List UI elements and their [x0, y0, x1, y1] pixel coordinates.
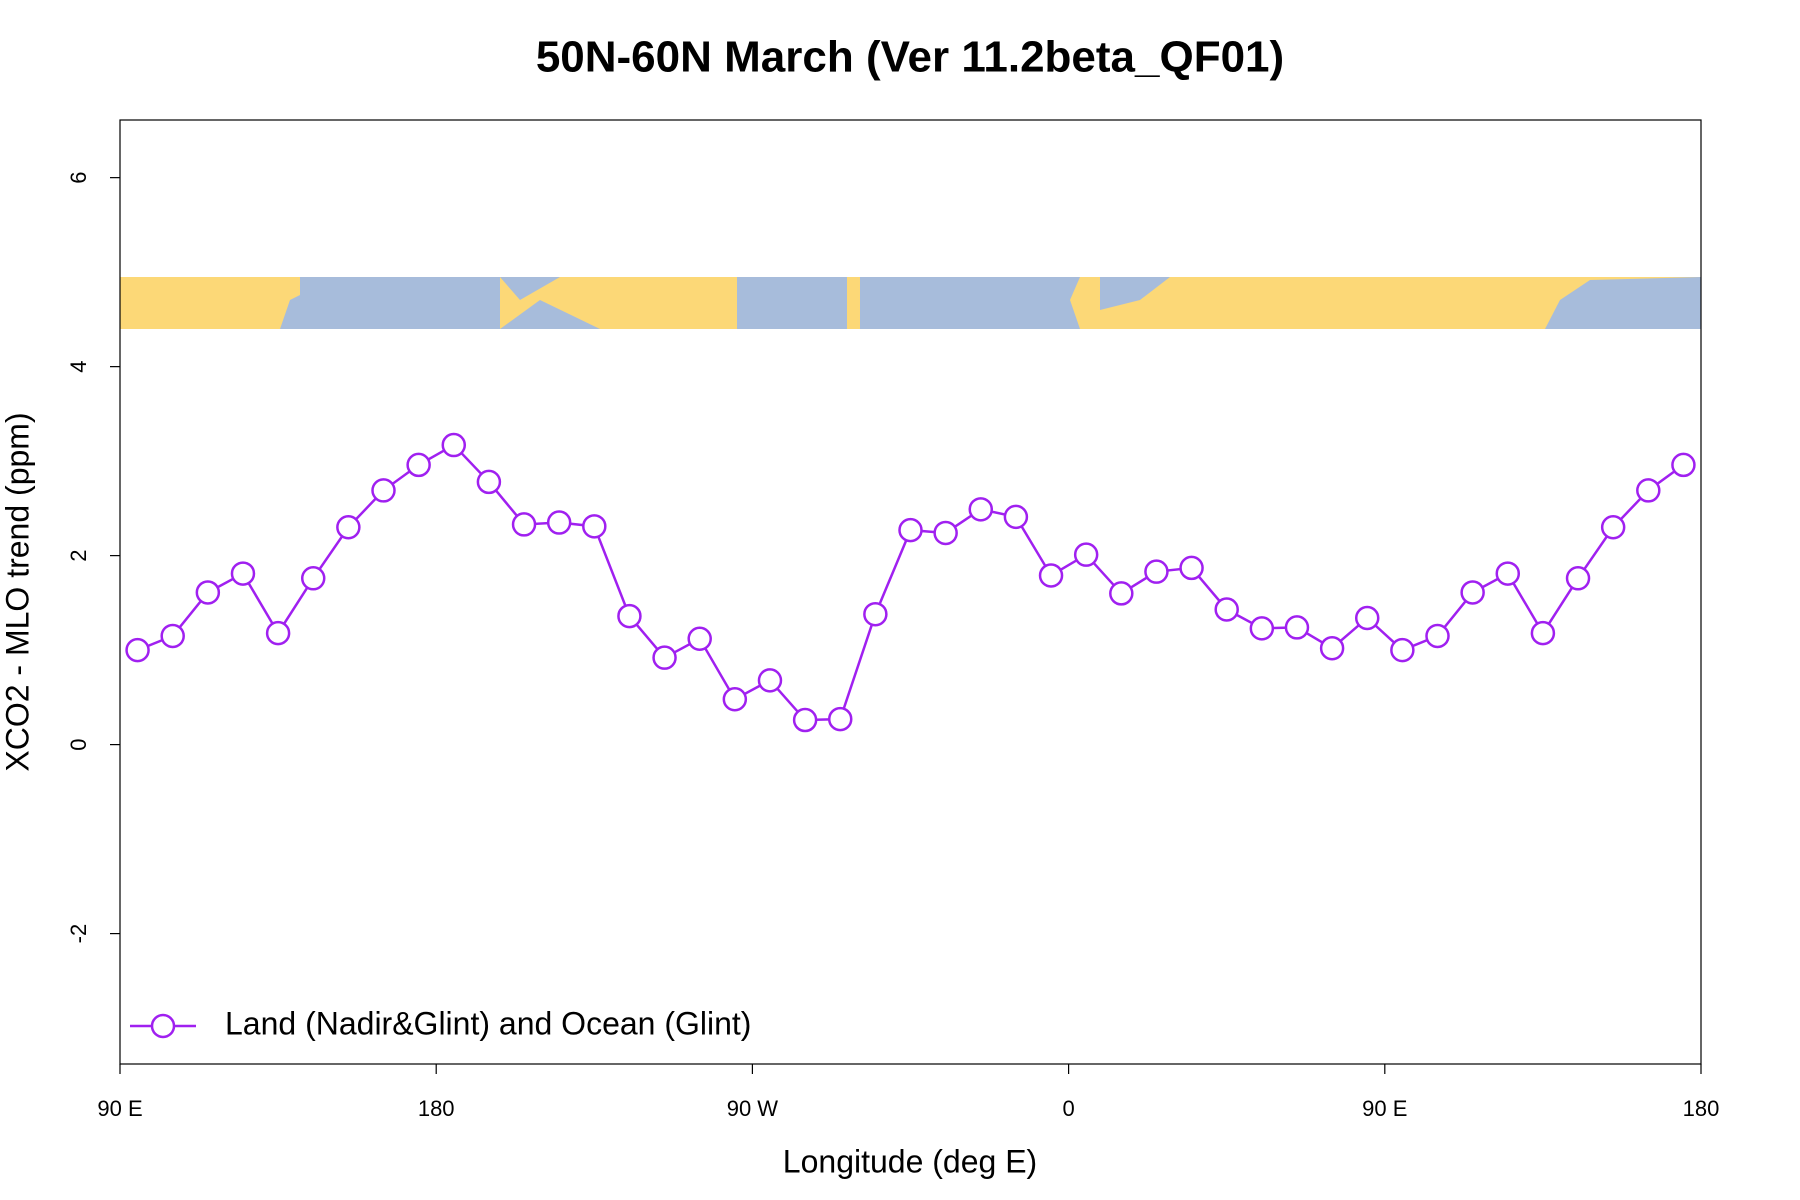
point — [1390, 637, 1415, 663]
point — [1179, 555, 1204, 581]
point — [1038, 563, 1064, 588]
point — [441, 432, 467, 458]
map-ocean — [737, 277, 847, 329]
point — [582, 514, 607, 539]
series-line — [137, 443, 1685, 722]
point — [546, 510, 572, 535]
point — [300, 566, 326, 591]
map-ocean — [1035, 277, 1080, 329]
y-tick-label: -2 — [66, 924, 91, 944]
point — [1530, 620, 1556, 646]
point — [792, 707, 818, 733]
legend-marker — [150, 1013, 176, 1039]
point — [265, 620, 291, 646]
point — [898, 517, 923, 543]
point — [968, 497, 994, 522]
point — [1144, 559, 1169, 584]
y-tick-label: 2 — [66, 549, 91, 561]
point — [371, 478, 396, 503]
point — [125, 637, 150, 663]
x-tick-label: 90 E — [1362, 1096, 1407, 1121]
point — [1109, 581, 1134, 606]
point — [863, 601, 888, 627]
x-tick-label: 90 W — [727, 1096, 779, 1121]
point — [652, 645, 677, 670]
x-tick-label: 180 — [418, 1096, 455, 1121]
point — [1003, 504, 1029, 530]
map-band — [120, 277, 1701, 329]
y-axis-label: XCO2 - MLO trend (ppm) — [0, 412, 35, 771]
x-axis-label: Longitude (deg E) — [783, 1143, 1037, 1179]
point — [687, 626, 712, 652]
legend-label: Land (Nadir&Glint) and Ocean (Glint) — [225, 1005, 751, 1041]
map-ocean — [1100, 277, 1170, 310]
y-tick-label: 4 — [66, 361, 91, 373]
point — [1565, 566, 1591, 591]
map-ocean — [280, 277, 365, 329]
x-tick-label: 180 — [1683, 1096, 1720, 1121]
map-ocean — [500, 277, 600, 329]
point — [195, 580, 221, 605]
x-tick-label: 90 E — [97, 1096, 142, 1121]
point — [933, 520, 958, 546]
map-ocean — [1545, 277, 1701, 329]
point — [1600, 515, 1626, 540]
y-tick-label: 6 — [66, 172, 91, 184]
point — [722, 687, 748, 712]
plot-frame — [119, 119, 1702, 1065]
point — [476, 469, 502, 495]
point — [1425, 623, 1450, 649]
y-tick-label: 0 — [66, 738, 91, 750]
point — [757, 668, 783, 693]
point — [1073, 542, 1099, 567]
point — [1249, 616, 1275, 641]
point — [1671, 452, 1696, 478]
point — [1636, 478, 1661, 503]
point — [1284, 615, 1310, 640]
point — [230, 561, 256, 586]
chart-title: 50N-60N March (Ver 11.2beta_QF01) — [536, 33, 1284, 82]
point — [827, 706, 853, 732]
map-ocean — [860, 277, 1035, 329]
point — [1354, 605, 1380, 631]
point — [160, 623, 185, 649]
point — [1214, 597, 1239, 622]
point — [511, 512, 537, 537]
point — [336, 515, 361, 540]
point — [1319, 635, 1345, 661]
x-tick-label: 0 — [1062, 1096, 1074, 1121]
point — [617, 603, 642, 629]
point — [1460, 580, 1485, 605]
point — [406, 452, 431, 478]
point — [1495, 561, 1521, 586]
